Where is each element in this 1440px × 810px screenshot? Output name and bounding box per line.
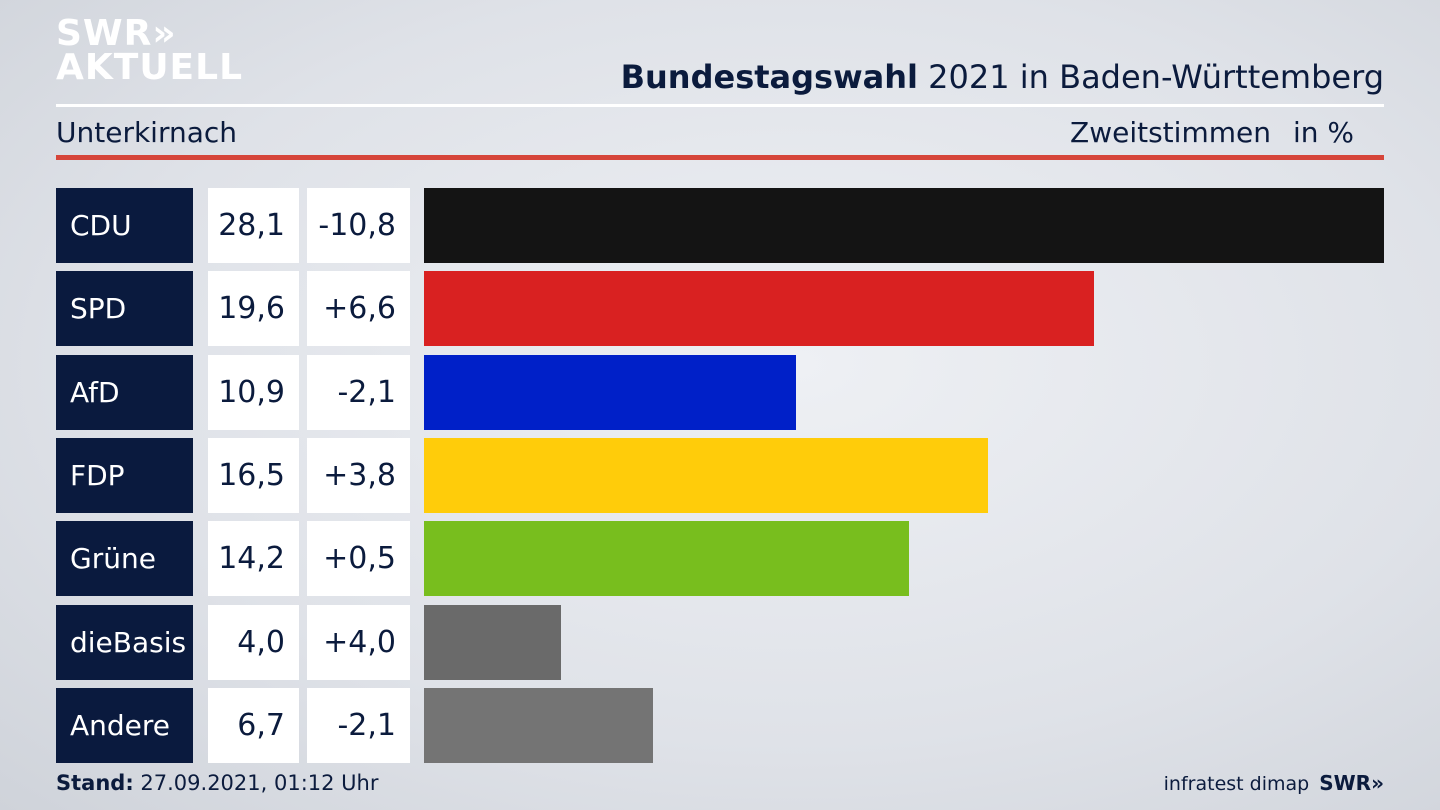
source-info: infratest dimap SWR»	[1164, 771, 1384, 795]
unit-text: in %	[1292, 116, 1354, 149]
source-text: infratest dimap	[1163, 773, 1310, 795]
party-label: Andere	[56, 687, 193, 763]
chart-row: SPD 19,6 +6,6	[56, 271, 1384, 347]
vote-share-value: 28,1	[208, 188, 299, 263]
swr-brand-logo: SWR»	[1319, 771, 1384, 795]
vote-change-value: -2,1	[307, 687, 410, 763]
party-label: SPD	[56, 271, 193, 347]
location-label: Unterkirnach	[56, 116, 238, 149]
swr-aktuell-logo: SWR» AKTUELL	[56, 16, 243, 86]
bar-diebasis	[424, 604, 561, 680]
red-divider	[56, 155, 1384, 160]
vote-share-value: 16,5	[208, 437, 299, 513]
bar-afd	[424, 354, 797, 430]
bar-andere	[424, 687, 653, 763]
chart-row: Andere 6,7 -2,1	[56, 687, 1384, 763]
bar-grüne	[424, 521, 910, 597]
title-rest: 2021 in Baden-Württemberg	[917, 58, 1384, 96]
chart-row: dieBasis 4,0 +4,0	[56, 604, 1384, 680]
bar-spd	[424, 271, 1094, 347]
chart-row: FDP 16,5 +3,8	[56, 437, 1384, 513]
chart-row: Grüne 14,2 +0,5	[56, 521, 1384, 597]
vote-change-value: +3,8	[307, 437, 410, 513]
chart-title: Bundestagswahl 2021 in Baden-Württemberg	[621, 58, 1384, 96]
stand-label: Stand:	[56, 771, 134, 795]
vote-change-value: -10,8	[307, 188, 410, 263]
stand-value: 27.09.2021, 01:12 Uhr	[133, 771, 379, 795]
party-label: FDP	[56, 437, 193, 513]
party-label: Grüne	[56, 521, 193, 597]
vote-share-value: 6,7	[208, 687, 299, 763]
party-label: CDU	[56, 188, 193, 263]
vote-change-value: +6,6	[307, 271, 410, 347]
vote-change-value: -2,1	[307, 354, 410, 430]
party-label: dieBasis	[56, 604, 193, 680]
stand-info: Stand: 27.09.2021, 01:12 Uhr	[56, 771, 379, 795]
measure-label: Zweitstimmen in %	[1070, 116, 1354, 149]
logo-line2: AKTUELL	[56, 47, 244, 88]
chart-row: AfD 10,9 -2,1	[56, 354, 1384, 430]
vote-share-value: 19,6	[208, 271, 299, 347]
vote-share-value: 10,9	[208, 354, 299, 430]
measure-text: Zweitstimmen	[1070, 116, 1271, 149]
bar-cdu	[424, 188, 1384, 263]
vote-share-value: 4,0	[208, 604, 299, 680]
vote-share-value: 14,2	[208, 521, 299, 597]
vote-change-value: +0,5	[307, 521, 410, 597]
vote-change-value: +4,0	[307, 604, 410, 680]
bar-fdp	[424, 437, 988, 513]
logo-line1: SWR»	[56, 13, 177, 54]
party-label: AfD	[56, 354, 193, 430]
title-bold: Bundestagswahl	[620, 58, 918, 96]
header-divider	[56, 104, 1384, 107]
chart-row: CDU 28,1 -10,8	[56, 188, 1384, 263]
